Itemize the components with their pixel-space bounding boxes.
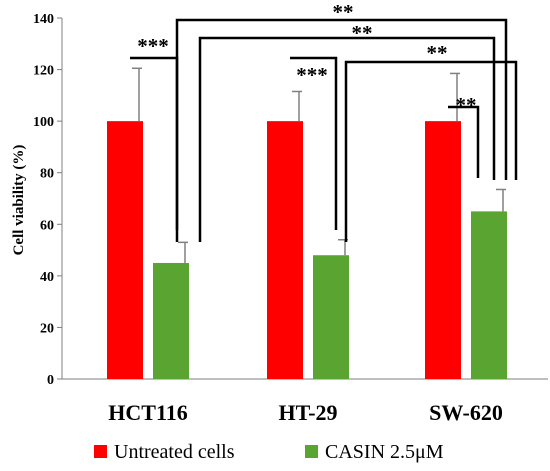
significance-bracket [175,18,508,242]
y-tick-label: 40 [40,270,54,285]
bar-untreated-sw-620 [425,121,461,380]
y-tick-label: 100 [33,115,54,130]
bar-untreated-hct116 [107,121,143,380]
significance-bracket [448,105,480,178]
legend-label-untreated: Untreated cells [114,441,235,463]
category-label: HT-29 [278,400,337,425]
category-label: SW-620 [429,400,503,425]
significance-label: *** [296,63,328,87]
y-tick-label: 80 [40,167,54,182]
y-tick-label: 0 [47,373,54,388]
y-tick-label: 120 [33,64,54,79]
y-tick-label: 20 [40,321,54,336]
significance-bracket [344,60,518,242]
category-label: HCT116 [108,400,187,425]
bar-casin-sw-620 [471,211,507,379]
significance-bracket [290,56,338,230]
y-tick-label: 60 [40,218,54,233]
y-axis-label: Cell viability (%) [11,145,27,256]
bar-casin-ht-29 [313,255,349,379]
significance-label: ** [333,0,354,24]
significance-bracket [198,36,496,242]
significance-label: ** [352,21,373,45]
significance-label: ** [427,41,448,65]
legend-swatch-casin [305,445,318,458]
bar-casin-hct116 [153,262,189,379]
bar-untreated-ht-29 [267,121,303,380]
legend-swatch-untreated [94,445,107,458]
y-tick-label: 140 [33,12,54,27]
significance-label: ** [456,93,477,117]
legend-label-casin: CASIN 2.5μM [325,441,444,463]
significance-label: *** [137,34,169,58]
